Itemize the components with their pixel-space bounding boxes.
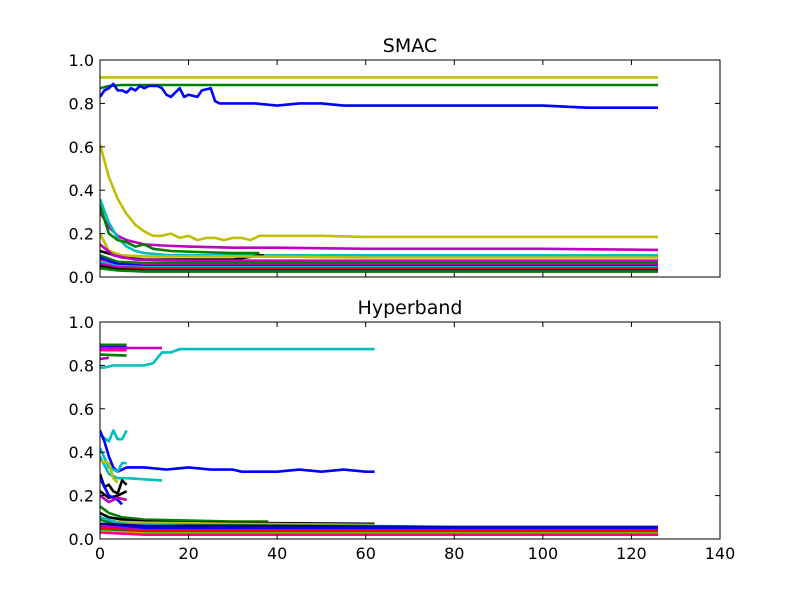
smac-series-group: [100, 76, 659, 273]
hyperband-ytick-label: 0.2: [69, 487, 94, 506]
hyperband-series-line-27: [100, 531, 658, 537]
smac-series-line-5: [100, 198, 658, 257]
smac-series-line-9: [100, 243, 658, 263]
hyperband-axes-frame: [99, 321, 721, 540]
smac-series-line-4: [100, 211, 659, 252]
smac-series-line-17: [100, 267, 658, 273]
hyperband-series-line-15: [100, 494, 127, 504]
smac-axes-frame: [99, 59, 721, 278]
hyperband-ytick-label: 0.0: [69, 530, 94, 549]
hyperband-ytick-label: 1.0: [69, 313, 94, 332]
hyperband-series-line-5: [100, 356, 110, 361]
hyperband-panel: Hyperband 0.0 0.2 0.4 0.6 0.8 1.0 0 20 40 60 80 100 1…: [69, 297, 736, 563]
smac-panel: SMAC 0.0 0.2 0.4 0.6 0.8 1.0: [69, 35, 721, 287]
hyperband-series-line-14: [100, 477, 124, 506]
hyperband-series-line-10: [100, 455, 163, 482]
hyperband-ytick-label: 0.8: [69, 356, 94, 375]
hyperband-xtick-label: 40: [267, 544, 287, 563]
smac-ytick-label: 0.8: [69, 94, 94, 113]
hyperband-series-line-4: [100, 353, 127, 357]
smac-ytick-label: 0.4: [69, 181, 94, 200]
smac-series-line-1: [100, 83, 658, 90]
hyperband-series-line-8: [100, 430, 375, 474]
smac-series-line-6: [100, 205, 260, 255]
hyperband-series-group: [100, 343, 658, 537]
hyperband-series-line-11: [100, 459, 119, 484]
smac-series-line-10: [100, 254, 658, 265]
smac-ytick-label: 0.2: [69, 225, 94, 244]
smac-series-line-3: [100, 144, 658, 242]
hyperband-xtick-label: 100: [528, 544, 559, 563]
hyperband-series-line-9: [100, 447, 127, 474]
hyperband-xtick-label: 120: [616, 544, 647, 563]
hyperband-series-line-16: [100, 505, 269, 523]
hyperband-xtick-label: 80: [444, 544, 464, 563]
hyperband-series-line-6: [100, 347, 375, 369]
smac-ytick-label: 0.0: [69, 268, 94, 287]
hyperband-chart-title: Hyperband: [358, 297, 463, 319]
hyperband-xtick-label: 20: [178, 544, 198, 563]
hyperband-ytick-label: 0.6: [69, 400, 94, 419]
smac-chart-title: SMAC: [383, 35, 437, 57]
hyperband-ytick-label: 0.4: [69, 443, 94, 462]
smac-ytick-label: 0.6: [69, 138, 94, 157]
smac-ytick-label: 1.0: [69, 51, 94, 70]
hyperband-xtick-label: 140: [705, 544, 736, 563]
hyperband-series-line-7: [100, 429, 128, 443]
smac-series-line-2: [100, 82, 658, 109]
hyperband-xtick-label: 60: [356, 544, 376, 563]
hyperband-xtick-label: 0: [95, 544, 105, 563]
